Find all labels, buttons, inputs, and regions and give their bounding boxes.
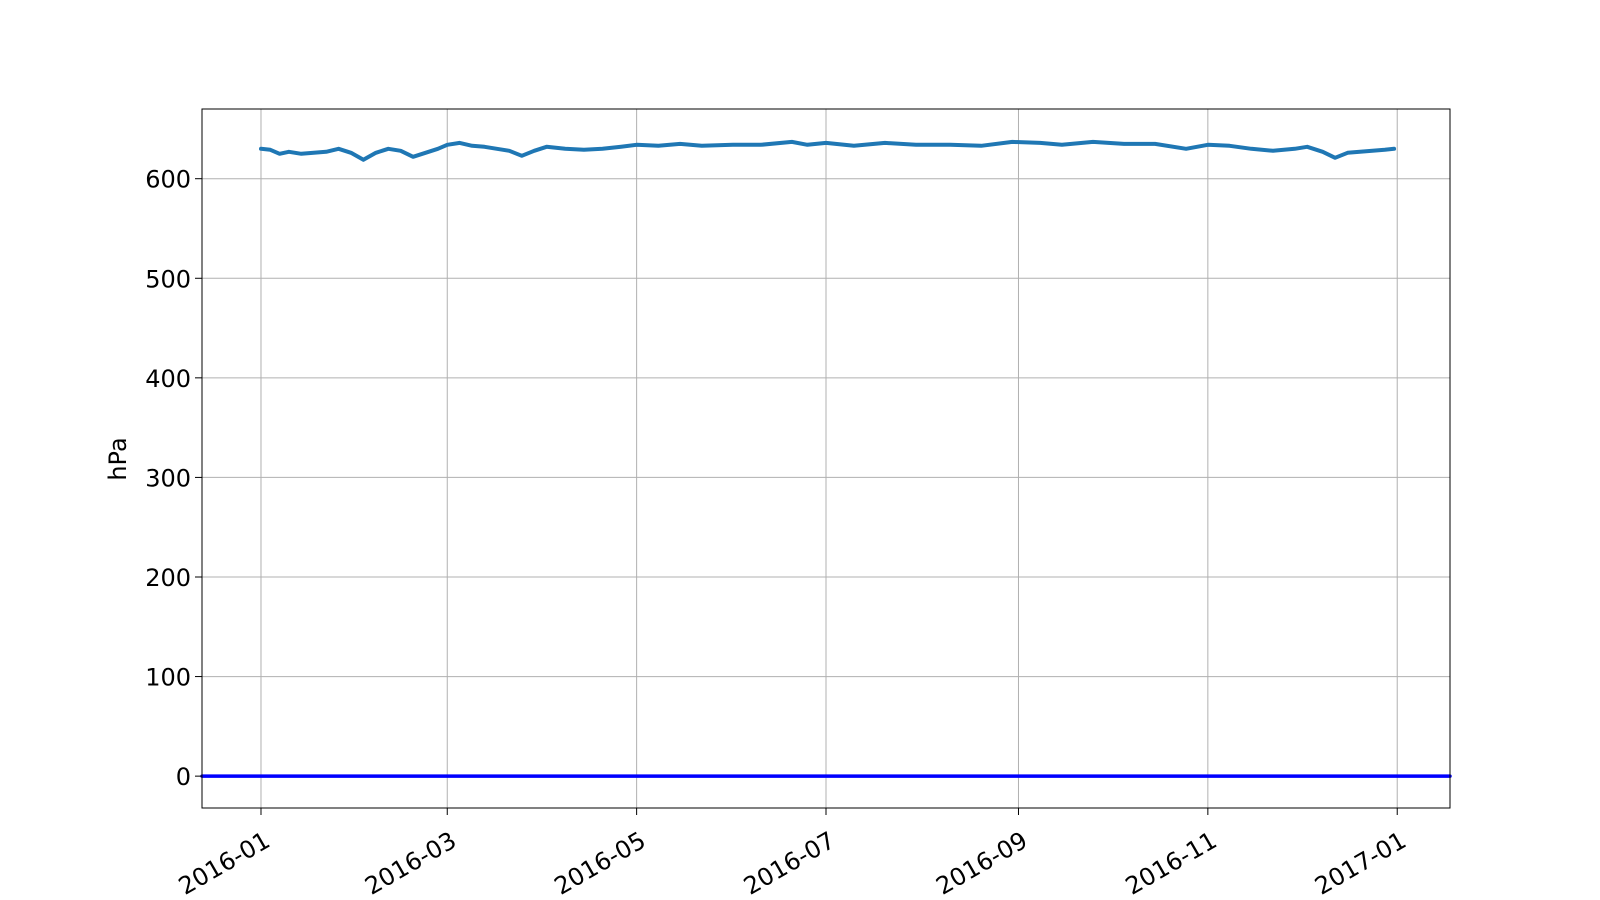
pressure-series-line: [259, 139, 1397, 162]
y-tick-label: 100: [145, 664, 191, 692]
y-tick-label: 200: [145, 564, 191, 592]
y-tick-label: 500: [145, 265, 191, 293]
y-tick-label: 300: [145, 464, 191, 492]
y-tick-label: 600: [145, 166, 191, 194]
y-tick-label: 0: [176, 763, 191, 791]
y-axis-label: hPa: [104, 437, 132, 480]
y-tick-label: 400: [145, 365, 191, 393]
grid: [202, 109, 1450, 808]
series-layer: [200, 139, 1452, 778]
